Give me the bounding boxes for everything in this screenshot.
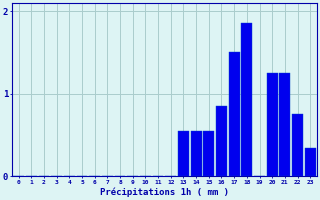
Bar [242, 23, 252, 176]
Bar [229, 52, 240, 176]
Bar [178, 131, 189, 176]
Bar [216, 106, 227, 176]
Bar [267, 73, 277, 176]
Bar [191, 131, 202, 176]
X-axis label: Précipitations 1h ( mm ): Précipitations 1h ( mm ) [100, 188, 229, 197]
Bar [279, 73, 290, 176]
Bar [204, 131, 214, 176]
Bar [305, 148, 316, 176]
Bar [292, 114, 303, 176]
